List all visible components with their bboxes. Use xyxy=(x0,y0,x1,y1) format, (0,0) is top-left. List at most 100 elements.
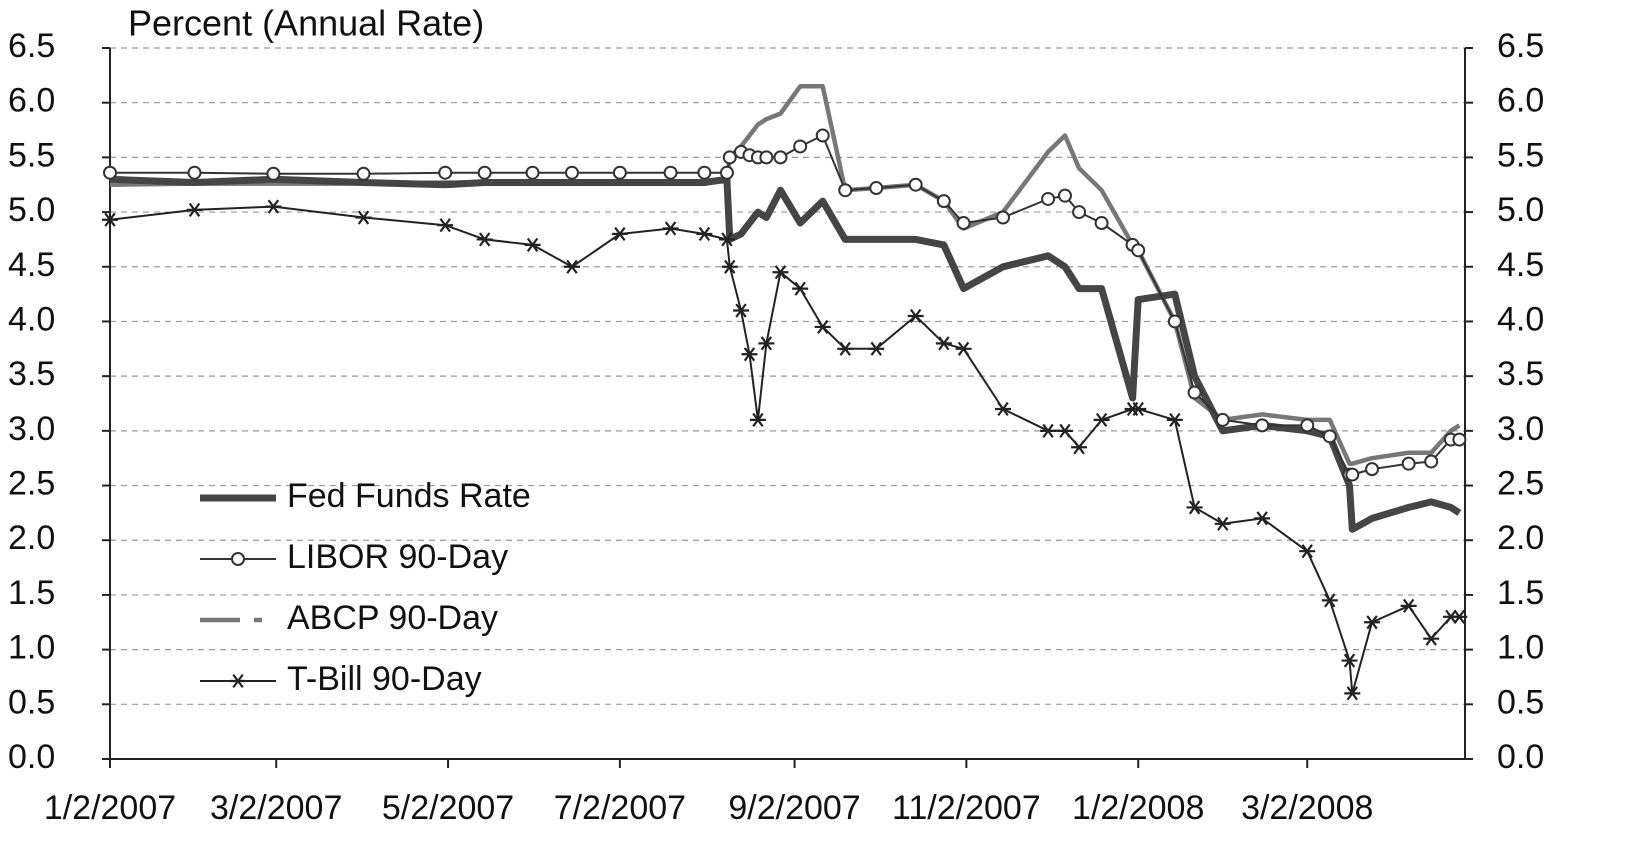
marker xyxy=(814,319,831,334)
marker xyxy=(697,165,712,180)
y-tick-label: 5.0 xyxy=(8,191,55,229)
y2-tick-label: 4.5 xyxy=(1497,246,1544,284)
marker xyxy=(1130,401,1147,417)
y-tick-label: 1.0 xyxy=(8,629,55,667)
marker xyxy=(908,177,923,192)
marker xyxy=(696,226,713,242)
marker xyxy=(1041,191,1056,206)
marker xyxy=(186,202,203,217)
marker xyxy=(230,673,246,689)
marker xyxy=(1214,516,1231,531)
marker xyxy=(662,221,679,236)
y2-tick-label: 6.5 xyxy=(1497,27,1544,65)
series-line xyxy=(109,175,1462,533)
marker xyxy=(996,210,1011,225)
marker xyxy=(1072,205,1087,220)
marker xyxy=(1057,188,1072,203)
marker xyxy=(356,166,371,181)
marker xyxy=(773,150,788,165)
marker xyxy=(995,401,1011,417)
y-tick-label: 6.5 xyxy=(8,27,55,65)
marker xyxy=(611,226,628,242)
legend-label: ABCP 90-Day xyxy=(287,599,498,637)
marker xyxy=(476,232,493,247)
x-tick-label: 1/2/2008 xyxy=(1072,789,1204,827)
marker xyxy=(1186,500,1203,515)
marker xyxy=(102,212,118,227)
marker xyxy=(1166,412,1183,427)
marker xyxy=(792,281,809,296)
y2-tick-label: 3.5 xyxy=(1497,355,1544,393)
y2-tick-label: 4.0 xyxy=(1497,300,1544,338)
marker xyxy=(1300,418,1315,433)
marker xyxy=(564,165,579,180)
y-tick-label: 0.0 xyxy=(8,738,55,776)
marker xyxy=(1452,432,1467,447)
marker xyxy=(719,165,734,180)
marker xyxy=(438,165,453,180)
marker xyxy=(524,237,541,252)
marker xyxy=(1344,686,1361,701)
marker xyxy=(1254,511,1271,526)
marker xyxy=(1322,429,1337,444)
y2-tick-label: 5.0 xyxy=(1497,191,1544,229)
marker xyxy=(907,308,924,324)
y-tick-label: 5.5 xyxy=(8,136,55,174)
marker xyxy=(1321,593,1338,608)
y2-tick-label: 1.5 xyxy=(1497,574,1544,612)
marker xyxy=(1345,467,1360,482)
marker xyxy=(733,303,750,318)
x-tick-label: 3/2/2007 xyxy=(210,789,342,827)
x-tick-label: 7/2/2007 xyxy=(554,789,686,827)
marker xyxy=(563,259,580,274)
marker xyxy=(1423,631,1440,646)
marker xyxy=(1365,462,1380,477)
marker xyxy=(837,341,854,356)
y-tick-label: 6.0 xyxy=(8,82,55,120)
marker xyxy=(1451,609,1468,624)
y2-tick-label: 1.0 xyxy=(1497,629,1544,667)
x-tick-label: 3/2/2008 xyxy=(1241,789,1373,827)
x-tick-label: 5/2/2007 xyxy=(382,789,514,827)
x-tick-label: 11/2/2007 xyxy=(892,789,1041,827)
marker xyxy=(1400,598,1417,613)
y-tick-label: 2.5 xyxy=(8,465,55,503)
y2-tick-label: 6.0 xyxy=(1497,82,1544,120)
marker xyxy=(759,150,774,165)
legend-label: T-Bill 90-Day xyxy=(287,660,482,698)
y2-tick-label: 2.5 xyxy=(1497,465,1544,503)
marker xyxy=(1056,423,1073,438)
marker xyxy=(1071,440,1088,455)
marker xyxy=(1299,544,1316,559)
marker xyxy=(1341,653,1358,668)
marker xyxy=(815,128,830,143)
marker xyxy=(1040,423,1057,438)
marker xyxy=(1215,412,1230,427)
marker xyxy=(525,165,540,180)
marker xyxy=(663,165,678,180)
marker xyxy=(1401,456,1416,471)
y2-tick-label: 0.0 xyxy=(1497,738,1544,776)
marker xyxy=(955,341,972,356)
y-tick-label: 2.0 xyxy=(8,519,55,557)
marker xyxy=(868,341,885,356)
marker xyxy=(355,210,372,225)
marker xyxy=(936,194,951,209)
y2-tick-label: 3.0 xyxy=(1497,410,1544,448)
marker xyxy=(1167,314,1182,329)
y-tick-label: 4.5 xyxy=(8,246,55,284)
marker xyxy=(1364,615,1381,630)
y2-tick-label: 2.0 xyxy=(1497,519,1544,557)
marker xyxy=(956,216,971,231)
marker xyxy=(1187,385,1202,400)
marker xyxy=(1255,418,1270,433)
marker xyxy=(1094,216,1109,231)
marker xyxy=(749,412,766,427)
marker xyxy=(722,150,737,165)
marker xyxy=(935,336,952,351)
y-tick-label: 3.5 xyxy=(8,355,55,393)
y-tick-label: 1.5 xyxy=(8,574,55,612)
marker xyxy=(838,183,853,198)
y2-tick-label: 0.5 xyxy=(1497,683,1544,721)
